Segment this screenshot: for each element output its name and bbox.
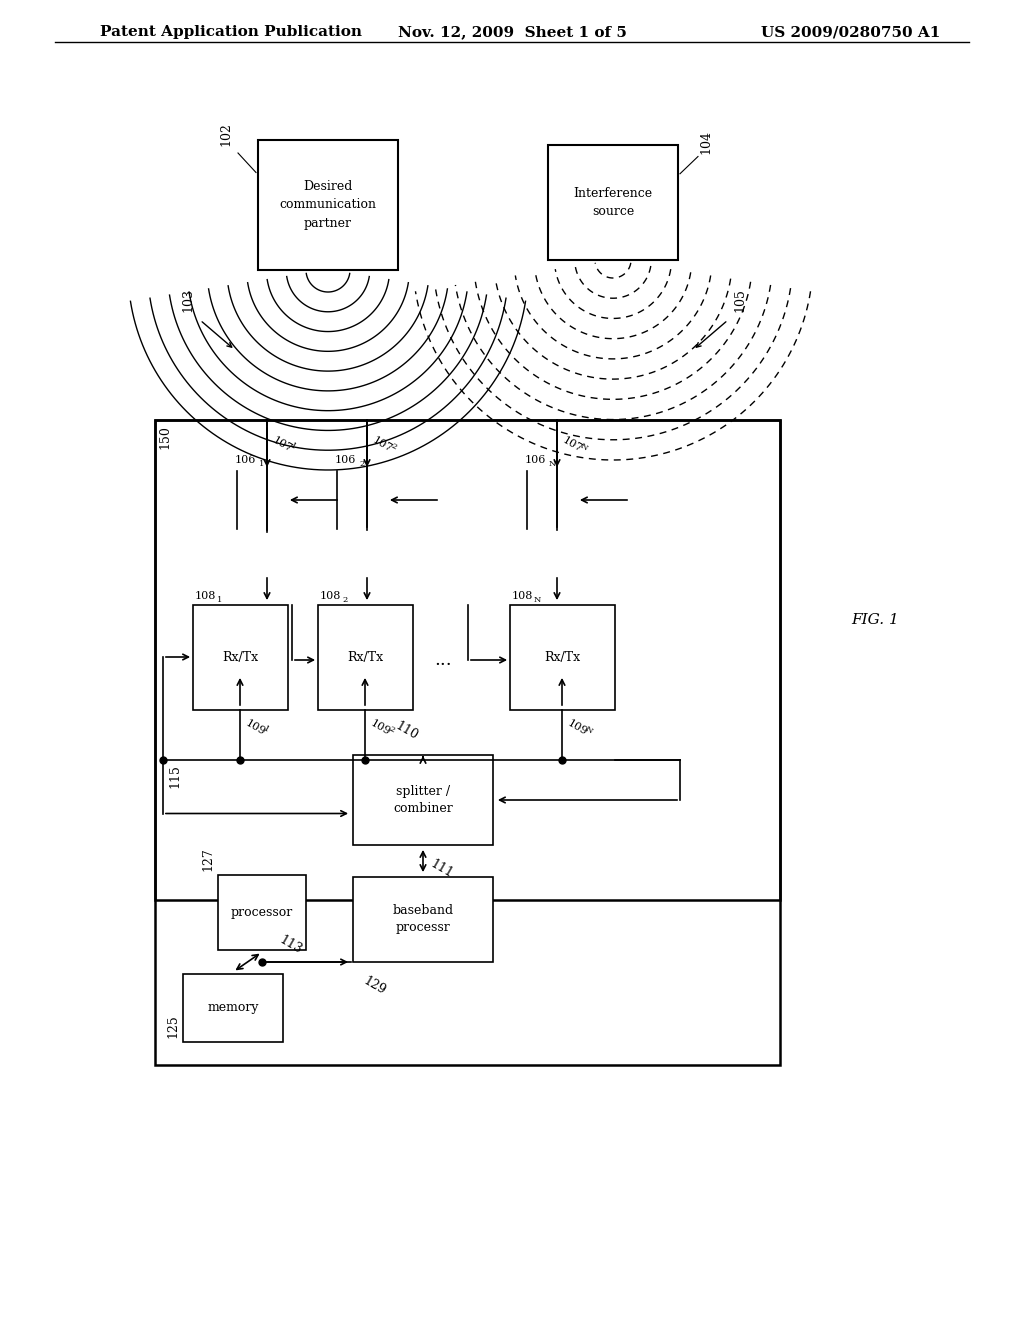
Text: processor: processor [230, 906, 293, 919]
Text: 102: 102 [219, 123, 232, 147]
Text: US 2009/0280750 A1: US 2009/0280750 A1 [761, 25, 940, 40]
Text: 108: 108 [319, 591, 341, 601]
FancyBboxPatch shape [353, 755, 493, 845]
Text: 109: 109 [566, 718, 590, 738]
Text: 109: 109 [244, 718, 267, 738]
Text: 106: 106 [234, 455, 256, 465]
FancyBboxPatch shape [510, 605, 615, 710]
FancyBboxPatch shape [318, 605, 413, 710]
Text: N: N [579, 442, 590, 453]
Text: N: N [534, 597, 542, 605]
Text: 103: 103 [181, 288, 195, 312]
Text: 111: 111 [428, 857, 456, 880]
Text: 1: 1 [262, 725, 270, 735]
Text: Rx/Tx: Rx/Tx [545, 651, 581, 664]
Text: ...: ... [434, 651, 452, 669]
Text: 106: 106 [335, 455, 356, 465]
Text: 107: 107 [271, 436, 295, 454]
FancyBboxPatch shape [258, 140, 398, 271]
Text: 1: 1 [259, 459, 264, 469]
Text: 1: 1 [217, 597, 222, 605]
Text: 1: 1 [289, 442, 298, 451]
Text: 105: 105 [733, 288, 746, 312]
FancyBboxPatch shape [218, 875, 306, 950]
Text: FIG. 1: FIG. 1 [851, 612, 899, 627]
Text: N: N [549, 459, 556, 469]
Text: 2: 2 [387, 725, 395, 734]
Text: 2: 2 [389, 442, 397, 451]
Text: 107: 107 [561, 436, 585, 454]
Text: 108: 108 [195, 591, 216, 601]
Text: memory: memory [207, 1002, 259, 1015]
Text: Rx/Tx: Rx/Tx [347, 651, 384, 664]
FancyBboxPatch shape [193, 605, 288, 710]
Text: 127: 127 [201, 847, 214, 871]
Text: Interference
source: Interference source [573, 187, 652, 218]
Text: Rx/Tx: Rx/Tx [222, 651, 259, 664]
Text: 115: 115 [168, 764, 181, 788]
Text: 129: 129 [361, 974, 388, 997]
FancyBboxPatch shape [155, 420, 780, 900]
Text: 107: 107 [371, 436, 394, 454]
FancyBboxPatch shape [353, 876, 493, 962]
Text: 104: 104 [699, 131, 713, 154]
Text: 110: 110 [393, 719, 420, 743]
Text: Nov. 12, 2009  Sheet 1 of 5: Nov. 12, 2009 Sheet 1 of 5 [397, 25, 627, 40]
Text: N: N [584, 725, 594, 735]
FancyBboxPatch shape [548, 145, 678, 260]
Text: 108: 108 [512, 591, 534, 601]
Text: 113: 113 [278, 933, 304, 957]
FancyBboxPatch shape [183, 974, 283, 1041]
Text: 150: 150 [158, 425, 171, 449]
Text: Desired
communication
partner: Desired communication partner [280, 181, 377, 230]
Text: 125: 125 [166, 1014, 179, 1038]
Text: 106: 106 [525, 455, 547, 465]
Text: baseband
processr: baseband processr [392, 904, 454, 935]
Text: splitter /
combiner: splitter / combiner [393, 785, 453, 814]
Text: 2: 2 [342, 597, 347, 605]
Text: Patent Application Publication: Patent Application Publication [100, 25, 362, 40]
Text: 2: 2 [359, 459, 365, 469]
Text: 109: 109 [369, 718, 392, 738]
